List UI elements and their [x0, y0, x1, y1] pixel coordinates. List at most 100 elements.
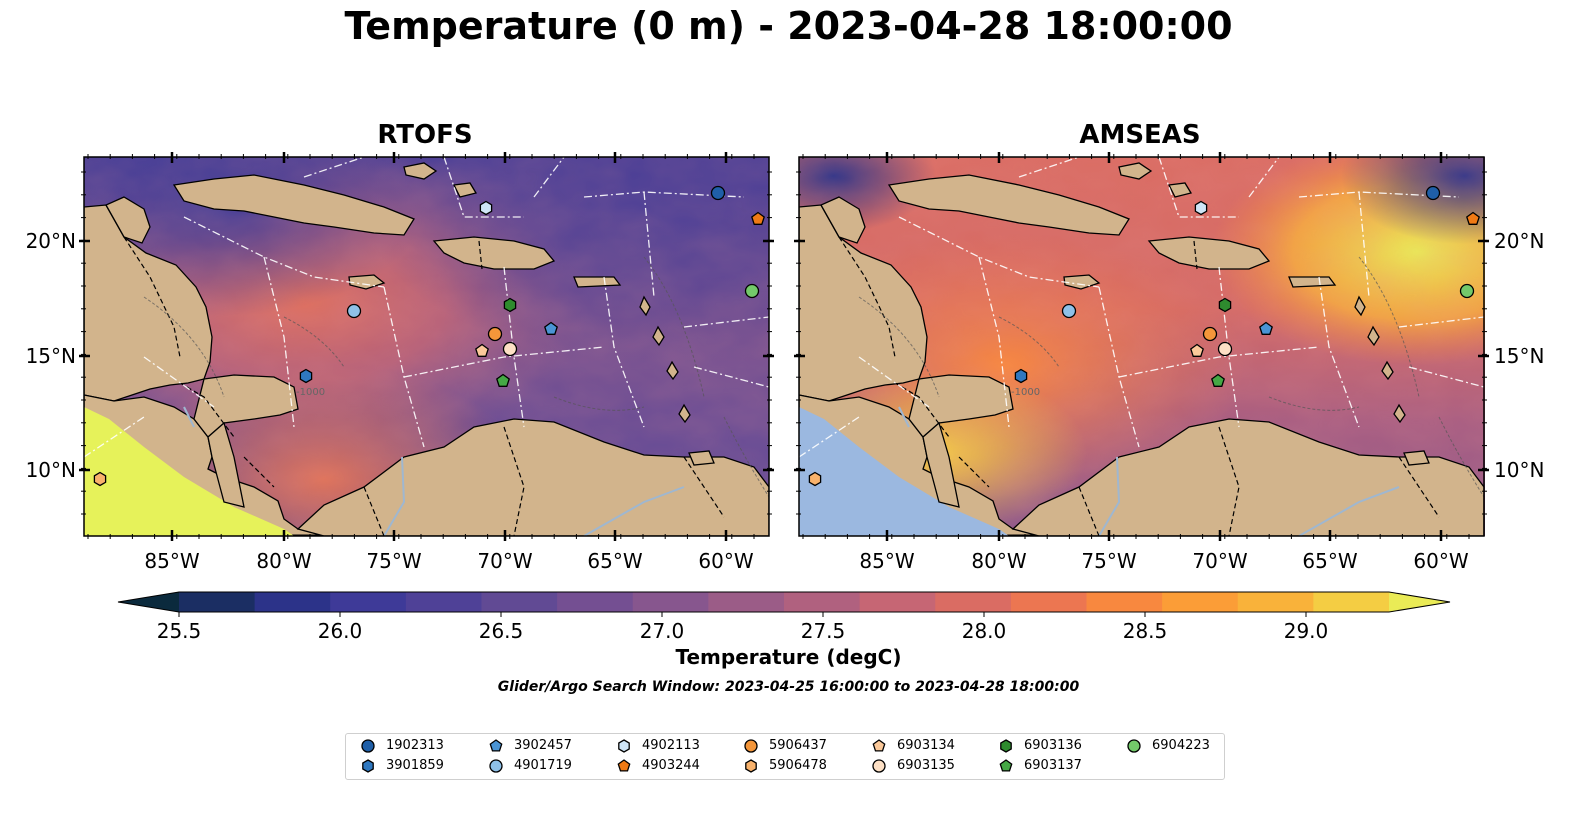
legend-marker-6903137 [999, 759, 1013, 772]
lat-tick-label-right: 20°N [1494, 229, 1544, 253]
river-line [183, 406, 195, 428]
bathymetry-contour [998, 316, 1060, 368]
land-polygon [453, 182, 478, 198]
rtofs-float-6903137-marker [496, 373, 510, 387]
amseas-float-6904223-marker [1459, 283, 1475, 299]
river-line [383, 456, 406, 536]
eez-boundary [683, 316, 769, 328]
country-border [363, 486, 385, 536]
bathymetry-contour [143, 296, 225, 398]
colorbar-segment [405, 592, 482, 612]
country-border [683, 456, 725, 518]
land-polygon [1168, 182, 1193, 198]
lon-tick-label: 65°W [1302, 549, 1357, 573]
bathymetry-contour [553, 396, 645, 411]
country-border [503, 426, 525, 536]
colorbar-segment [1010, 592, 1087, 612]
legend-label: 1902313 [386, 738, 444, 753]
rtofs-float-6903135-marker [502, 341, 518, 357]
legend-label: 6903135 [897, 758, 955, 773]
legend-hexagon-icon [1000, 739, 1012, 753]
legend-marker-6904223 [1127, 739, 1141, 753]
legend-marker-3901859 [362, 759, 374, 773]
legend-hexagon-icon [362, 759, 374, 773]
legend-marker-6903136 [1000, 739, 1012, 753]
amseas-float-1902313-marker [1425, 185, 1441, 201]
land-polygon [573, 276, 622, 288]
colorbar-segment [254, 592, 331, 612]
rtofs-panel-title: RTOFS [377, 120, 473, 150]
legend-marker-4903244 [617, 759, 631, 772]
country-border [1078, 486, 1100, 536]
eez-boundary [263, 256, 295, 428]
rtofs-float-5906478-marker [93, 471, 107, 487]
country-border [243, 456, 275, 488]
lon-tick-label: 85°W [859, 549, 914, 573]
colorbar-title: Temperature (degC) [675, 645, 902, 669]
colorbar-segment [481, 592, 558, 612]
colorbar-tick-label: 26.0 [318, 619, 363, 643]
eez-boundary [1408, 366, 1485, 388]
colorbar-tick-label: 29.0 [1284, 619, 1329, 643]
legend-circle-icon [489, 759, 503, 773]
land-polygon [1147, 236, 1271, 270]
land-polygon [193, 374, 299, 438]
eez-boundary [183, 216, 385, 288]
lat-tick-label-right: 10°N [1494, 458, 1544, 482]
colorbar-segment [179, 592, 256, 612]
land-polygon [1354, 295, 1366, 317]
bathymetry-contour [858, 296, 940, 398]
eez-boundary [143, 356, 215, 408]
land-polygon [688, 450, 715, 466]
country-border [1398, 456, 1440, 518]
legend-label: 3901859 [386, 758, 444, 773]
lat-tick-label-left: 15°N [26, 344, 76, 368]
eez-boundary [84, 416, 145, 458]
legend-marker-4902113 [618, 739, 630, 753]
lon-tick-label: 75°W [1081, 549, 1136, 573]
colorbar-segment [557, 592, 634, 612]
amseas-float-4903244-marker [1466, 211, 1480, 225]
rtofs-float-4902113-marker [479, 200, 493, 216]
land-polygon [172, 174, 415, 236]
legend-circle-icon [1127, 739, 1141, 753]
legend-marker-4901719 [489, 759, 503, 773]
bathymetry-contour [1438, 416, 1485, 498]
legend-label: 5906478 [769, 758, 827, 773]
legend-marker-5906437 [744, 739, 758, 753]
legend-marker-6903134 [872, 739, 886, 752]
country-border [1218, 426, 1240, 536]
country-border [958, 456, 990, 488]
eez-boundary [1018, 157, 1080, 178]
rtofs-float-3902457-marker [544, 321, 558, 335]
colorbar-segment [632, 592, 709, 612]
land-polygon [1118, 162, 1153, 180]
amseas-float-3902457-marker [1259, 321, 1273, 335]
eez-boundary [898, 216, 1100, 288]
bathymetry-contour [723, 416, 769, 498]
lon-tick-label: 80°W [256, 549, 311, 573]
amseas-panel-title: AMSEAS [1079, 120, 1201, 150]
colorbar-low-extend [118, 592, 179, 612]
lon-tick-label: 60°W [698, 549, 753, 573]
country-border [1193, 240, 1198, 270]
legend-hexagon-icon [618, 739, 630, 753]
legend-marker-1902313 [361, 739, 375, 753]
legend-marker-6903135 [872, 759, 886, 773]
eez-boundary [799, 416, 860, 458]
colorbar-tick-label: 27.5 [801, 619, 846, 643]
land-polygon [432, 236, 556, 270]
float-legend: 1902313 3901859 3902457 4901719 4902113 49032… [345, 733, 1225, 780]
pacific-coastal-sea [799, 407, 1009, 536]
land-polygon [1381, 360, 1394, 381]
amseas-float-4902113-marker [1194, 200, 1208, 216]
lon-tick-label: 70°W [1192, 549, 1247, 573]
rtofs-float-6904223-marker [744, 283, 760, 299]
eez-boundary [1398, 316, 1485, 328]
colorbar-segment [935, 592, 1012, 612]
legend-circle-icon [361, 739, 375, 753]
amseas-float-5906437-marker [1202, 326, 1218, 342]
legend-circle-icon [744, 739, 758, 753]
legend-pentagon-icon [999, 759, 1013, 772]
legend-label: 6903134 [897, 738, 955, 753]
